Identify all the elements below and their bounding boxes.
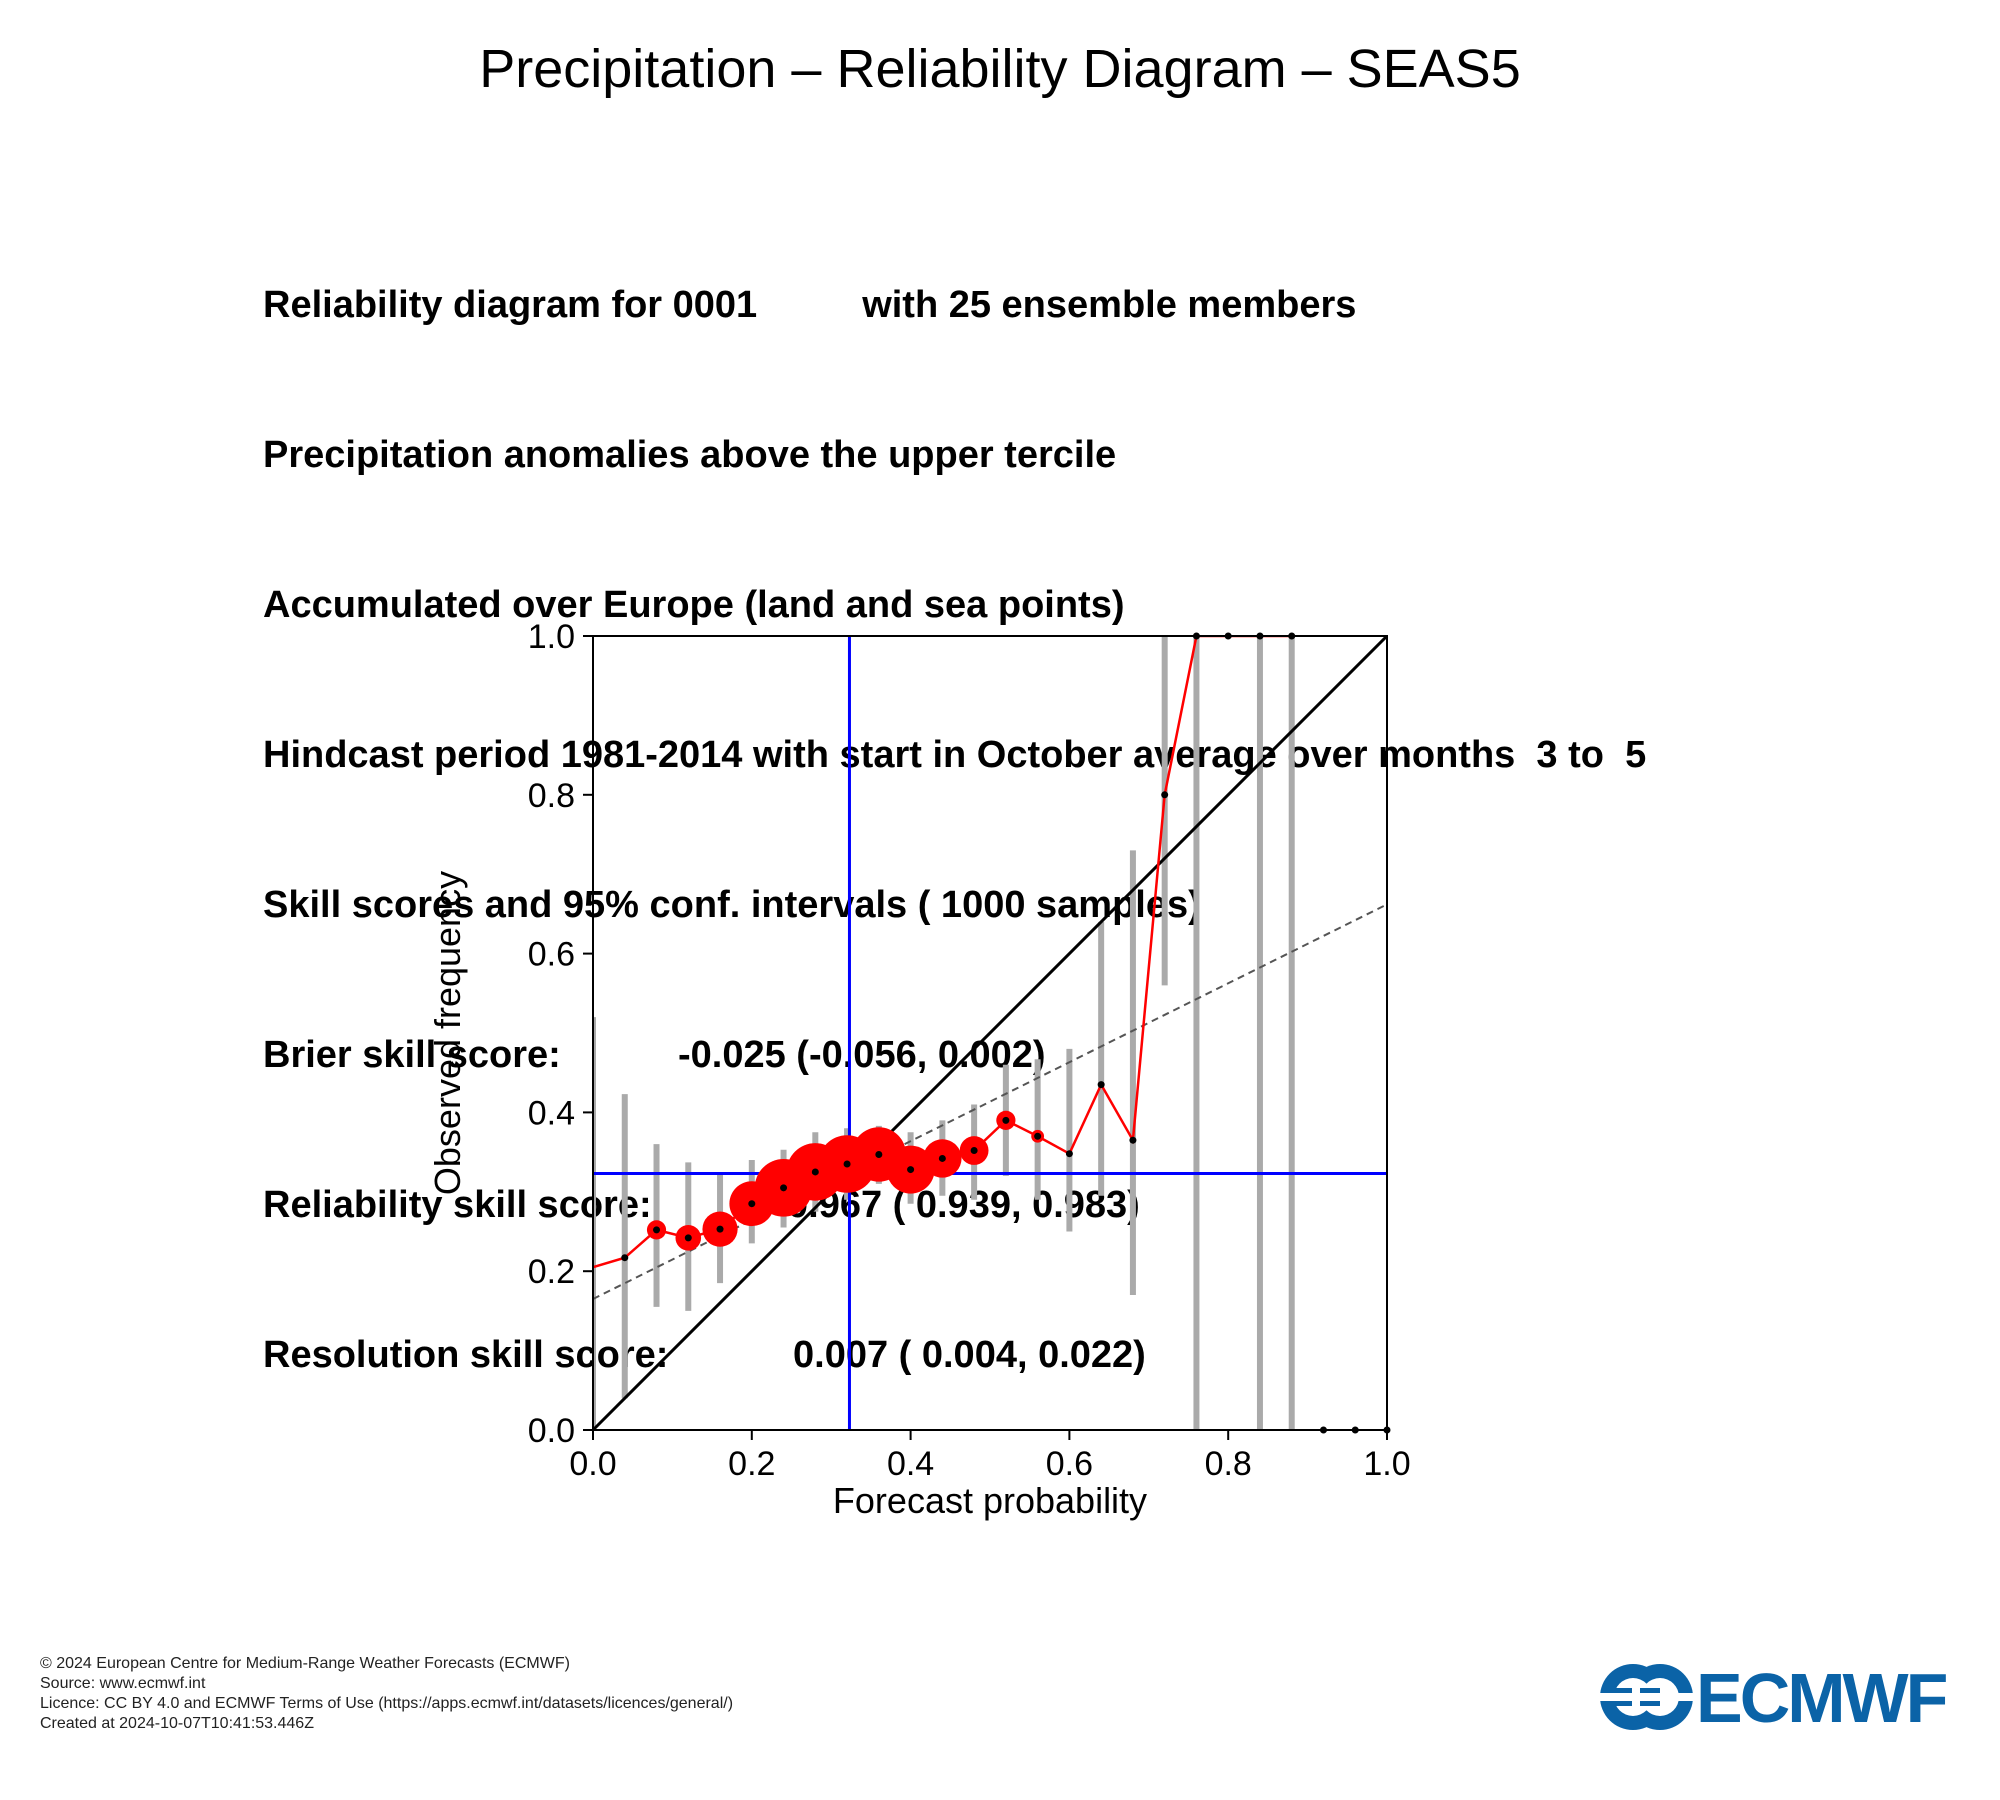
point-2 [653, 1226, 661, 1234]
point-18 [1161, 791, 1169, 799]
point-10 [907, 1166, 915, 1174]
y-axis-label: Observed frequency [427, 871, 468, 1195]
point-6 [780, 1184, 788, 1192]
x-tick-label-0: 0.0 [569, 1445, 616, 1483]
point-7 [811, 1168, 819, 1176]
axis-ticks: 0.0 0.2 0.4 0.6 0.8 1.0 0.0 0.2 0.4 0.6 0.8 1.0 [528, 618, 1411, 1483]
info-line-1: Reliability diagram for 0001 with 25 ense… [263, 280, 1646, 330]
point-1 [621, 1254, 629, 1262]
x-axis-label: Forecast probability [833, 1480, 1147, 1521]
info-line-5: Skill scores and 95% conf. intervals ( 1… [263, 884, 1201, 926]
info-line-1-left: Reliability diagram for 0001 [263, 284, 758, 326]
footer-source: Source: www.ecmwf.int [40, 1675, 206, 1692]
resolution-score-line: Resolution skill score: 0.007 ( 0.004, 0.… [263, 1330, 1646, 1380]
page-title: Precipitation – Reliability Diagram – SE… [479, 39, 1521, 99]
point-14 [1034, 1132, 1042, 1140]
reliability-chart: 0.0 0.2 0.4 0.6 0.8 1.0 0.0 0.2 0.4 0.6 0.8 1.0 For… [427, 618, 1411, 1521]
point-16 [1097, 1081, 1105, 1089]
y-tick-label-4: 0.8 [528, 777, 575, 815]
y-tick-label-1: 0.2 [528, 1253, 575, 1291]
footer: © 2024 European Centre for Medium-Range … [40, 1654, 733, 1734]
x-tick-label-2: 0.4 [887, 1445, 934, 1483]
info-line-4: Hindcast period 1981-2014 with start in … [263, 734, 1647, 776]
ecmwf-logo-text: ECMWF [1696, 1659, 1948, 1737]
point-3 [684, 1234, 692, 1242]
point-4 [716, 1225, 724, 1233]
info-line-1-right: with 25 ensemble members [862, 284, 1357, 326]
point-5 [748, 1200, 756, 1208]
point-8 [843, 1160, 851, 1168]
info-line-2: Precipitation anomalies above the upper … [263, 434, 1117, 476]
brier-score-line: Brier skill score: -0.025 (-0.056, 0.002) [263, 1030, 1646, 1080]
footer-created: Created at 2024-10-07T10:41:53.446Z [40, 1715, 314, 1732]
point-17 [1129, 1136, 1137, 1144]
ecmwf-logo-mark-icon [1598, 1664, 1693, 1730]
plot-border [592, 635, 1388, 1431]
footer-licence: Licence: CC BY 4.0 and ECMWF Terms of Us… [40, 1695, 734, 1712]
brier-value: -0.025 (-0.056, 0.002) [678, 1034, 1046, 1076]
resolution-value: 0.007 ( 0.004, 0.022) [793, 1334, 1146, 1376]
markers-group [621, 632, 1391, 1434]
brier-label: Brier skill score: [263, 1034, 561, 1076]
reference-lines [591, 634, 1389, 1432]
y-tick-label-2: 0.4 [528, 1094, 575, 1132]
x-tick-label-3: 0.6 [1046, 1445, 1093, 1483]
resolution-label: Resolution skill score: [263, 1334, 669, 1376]
y-tick-label-0: 0.0 [528, 1412, 575, 1450]
point-9 [875, 1150, 883, 1158]
point-11 [938, 1154, 946, 1162]
point-12 [970, 1147, 978, 1155]
y-tick-label-5: 1.0 [528, 618, 575, 656]
ecmwf-logo: ECMWF [1598, 1659, 1973, 1737]
footer-copyright: © 2024 European Centre for Medium-Range … [40, 1655, 570, 1672]
diagonal-line [591, 634, 1389, 1432]
info-line-3: Accumulated over Europe (land and sea po… [263, 584, 1125, 626]
reliability-value: 0.967 ( 0.939, 0.983) [787, 1184, 1140, 1226]
x-tick-label-5: 1.0 [1363, 1445, 1410, 1483]
x-tick-label-1: 0.2 [728, 1445, 775, 1483]
x-tick-label-4: 0.8 [1205, 1445, 1252, 1483]
point-15 [1065, 1150, 1073, 1158]
info-block: Reliability diagram for 0001 with 25 ense… [263, 180, 1646, 1430]
plot-frame [592, 635, 1388, 1431]
confidence-intervals [593, 636, 1295, 1430]
point-13 [1002, 1116, 1010, 1124]
y-tick-label-3: 0.6 [528, 936, 575, 974]
